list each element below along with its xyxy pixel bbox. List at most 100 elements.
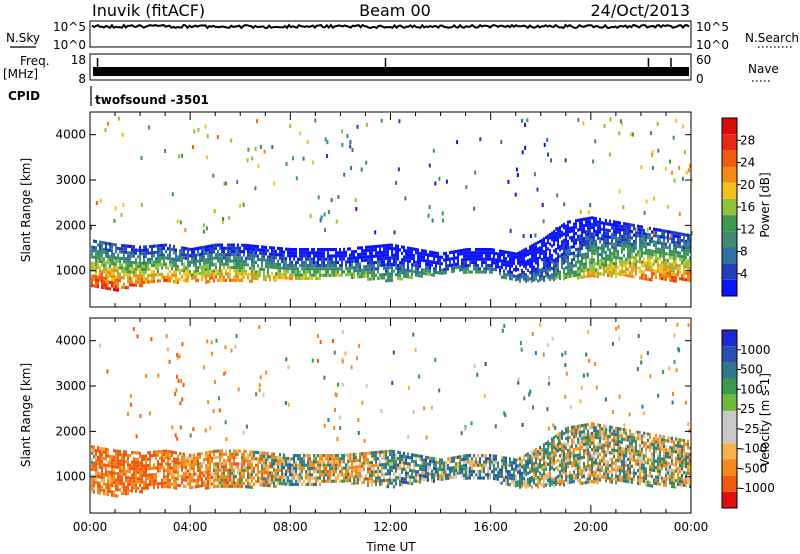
velocity-cell	[371, 467, 373, 471]
power-cell	[615, 236, 617, 240]
power-cell	[633, 275, 635, 279]
power-cell	[663, 261, 665, 265]
velocity-cell	[105, 447, 107, 451]
velocity-cell	[197, 475, 199, 479]
power-cell	[683, 271, 685, 275]
velocity-cell	[153, 473, 155, 477]
power-cell	[91, 248, 93, 252]
power-cell	[535, 267, 537, 271]
power-cell	[367, 277, 369, 281]
power-cell	[149, 267, 151, 271]
power-cell	[193, 250, 195, 254]
velocity-cell	[455, 462, 457, 466]
velocity-cell	[101, 475, 103, 479]
power-cell	[221, 262, 223, 266]
velocity-cell	[243, 462, 245, 466]
velocity-cell	[453, 459, 455, 463]
velocity-cell	[91, 483, 93, 487]
power-cell	[179, 278, 181, 282]
velocity-cell	[421, 474, 423, 478]
power-cell	[689, 262, 691, 267]
velocity-cell	[193, 463, 195, 467]
power-cell	[605, 250, 607, 255]
velocity-cell	[461, 454, 463, 459]
power-cell	[387, 259, 389, 263]
power-cell	[629, 236, 631, 240]
velocity-cell	[185, 469, 187, 473]
power-cell	[147, 258, 149, 262]
velocity-cell	[307, 457, 309, 461]
velocity-cell	[381, 466, 383, 470]
power-cell	[567, 275, 569, 279]
velocity-cell	[455, 456, 457, 460]
power-cell	[645, 248, 647, 252]
velocity-cell	[307, 479, 309, 483]
velocity-cell	[113, 465, 115, 469]
power-cell	[627, 226, 629, 230]
power-cell	[153, 279, 155, 283]
power-cell	[509, 264, 511, 268]
power-cell	[571, 226, 573, 230]
power-cell	[243, 250, 245, 254]
power-cell	[555, 267, 557, 271]
power-cell	[597, 233, 599, 237]
velocity-cell	[265, 477, 267, 481]
velocity-cell	[193, 472, 195, 476]
velocity-cell	[377, 457, 379, 461]
velocity-cell	[385, 462, 387, 466]
power-cell	[643, 232, 645, 236]
power-cell	[141, 280, 143, 285]
power-cell	[233, 265, 235, 270]
power-scatter	[181, 153, 183, 158]
velocity-cell	[221, 449, 223, 453]
power-cell	[587, 249, 589, 253]
power-cell	[329, 273, 331, 277]
power-cell	[645, 264, 647, 268]
power-cell	[627, 229, 629, 233]
power-cell	[565, 224, 567, 228]
velocity-cell	[149, 457, 151, 461]
power-cell	[159, 263, 161, 267]
power-scatter	[289, 124, 292, 129]
power-cell	[227, 256, 229, 260]
velocity-cell	[289, 482, 291, 486]
power-cell	[179, 252, 181, 256]
velocity-cell	[343, 453, 345, 457]
power-cell	[317, 276, 319, 280]
velocity-cell	[189, 453, 191, 457]
power-cell	[463, 248, 465, 252]
power-cell	[525, 276, 527, 280]
power-cell	[401, 271, 403, 275]
power-cell	[113, 271, 115, 276]
power-cell	[629, 239, 631, 243]
power-cell	[445, 258, 447, 262]
power-cell	[313, 257, 315, 261]
power-cell	[573, 222, 575, 226]
velocity-cell	[325, 473, 327, 477]
power-cell	[625, 257, 627, 261]
power-cell	[225, 272, 227, 276]
velocity-cell	[387, 478, 389, 482]
power-cell	[331, 248, 333, 252]
power-cell	[297, 260, 299, 264]
power-cell	[631, 255, 633, 259]
power-cell	[183, 265, 185, 270]
velocity-cell	[125, 450, 127, 454]
velocity-cell	[489, 476, 491, 480]
velocity-cell	[151, 479, 153, 483]
power-cell	[379, 251, 381, 255]
power-cell	[229, 275, 231, 279]
velocity-cell	[125, 469, 127, 473]
power-cell	[293, 248, 295, 252]
velocity-cell	[105, 463, 107, 467]
power-cell	[541, 270, 543, 274]
velocity-cell	[291, 476, 293, 480]
power-cell	[355, 262, 357, 266]
power-cell	[341, 254, 343, 258]
velocity-cell	[227, 475, 229, 479]
velocity-cell	[289, 479, 291, 483]
power-cell	[147, 264, 149, 268]
power-cell	[109, 274, 111, 278]
power-cell	[135, 261, 137, 265]
velocity-cell	[113, 481, 115, 485]
